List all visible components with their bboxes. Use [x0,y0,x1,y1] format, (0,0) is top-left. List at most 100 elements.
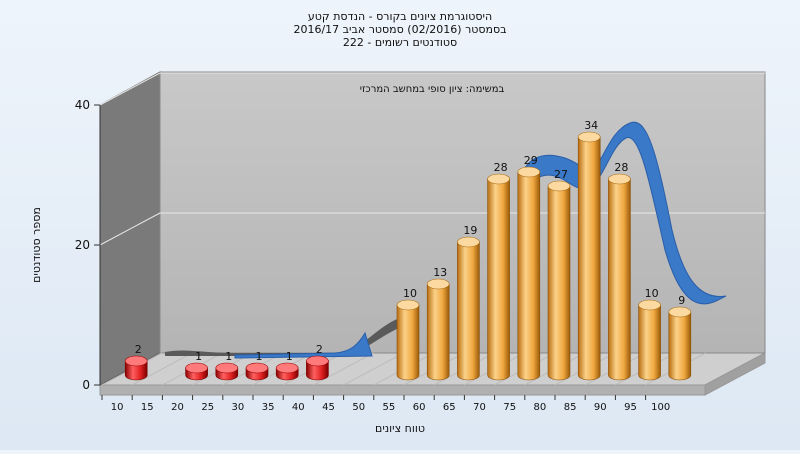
x-tick-label: 85 [564,402,577,413]
x-tick-label: 75 [503,402,516,413]
bar-top [185,362,208,374]
data-label-60: 13 [433,266,447,279]
bar-top [668,306,692,318]
bar-body [517,171,541,381]
x-tick-label: 55 [383,402,396,413]
bar-body [547,185,571,381]
bar-body [306,360,329,381]
data-label-70: 28 [494,161,508,174]
data-label-20: 1 [195,350,202,363]
x-tick-label: 30 [232,402,245,413]
chart-title-line-2: בסמסטר (02/2016) סמסטר אביב 2016/17 [293,23,506,36]
bar-70 [487,173,510,381]
x-tick-label: 50 [352,402,365,413]
bar-35 [275,362,299,381]
data-label-55: 10 [403,287,417,300]
bar-top [547,180,571,192]
data-label-100: 9 [678,294,685,307]
y-tick-label: 40 [75,98,90,112]
bars [124,131,692,381]
x-tick-labels: 10 15 20 25 30 35 40 45 50 55 60 65 70 75 80 85 90 95 100 [101,395,670,413]
bar-75 [517,166,541,381]
bar-top [517,166,541,178]
x-tick-label: 35 [262,402,275,413]
data-label-25: 1 [225,350,232,363]
x-tick-label: 25 [201,402,214,413]
x-tick-label: 90 [594,402,607,413]
data-label-35: 1 [286,350,293,363]
bar-top [275,362,299,374]
x-tick-label: 15 [141,402,154,413]
data-label-10: 2 [135,343,142,356]
floor-grid-line [313,352,374,386]
bar-100 [668,306,692,381]
bar-95 [638,299,661,381]
floor-grid-line [343,352,404,386]
data-label-90: 28 [614,161,628,174]
bar-top [577,131,601,143]
bar-top [457,236,480,248]
bar-55 [396,299,420,381]
bar-body [457,241,480,381]
x-tick-label: 95 [624,402,637,413]
x-tick-label: 80 [534,402,547,413]
x-tick-label: 100 [651,402,670,413]
data-label-80: 27 [554,168,568,181]
data-labels: 2 1 1 1 1 2 10 13 19 28 29 27 34 28 10 9 [135,119,686,363]
chart-title-line-1: היסטוגרמת ציונים בקורס - הנדסת קטע [308,10,492,23]
bar-body [487,178,510,381]
floor-right-edge [704,352,766,396]
bar-body [668,311,692,381]
x-tick-label: 70 [473,402,486,413]
trend-ribbon-shadow [165,318,405,356]
chart-title-line-3: סטודנטים רשומים - 222 [343,36,457,49]
y-tick-label: 0 [82,378,90,392]
x-tick-label: 65 [443,402,456,413]
bar-30 [245,362,269,381]
bar-65 [457,236,480,381]
data-label-40: 2 [316,343,323,356]
bar-top [608,173,631,185]
bar-20 [185,362,208,381]
data-label-85: 34 [584,119,598,132]
bar-40 [306,355,329,381]
bar-top [215,362,239,374]
x-tick-label: 20 [171,402,184,413]
grid-line-side [99,72,161,106]
y-axis-label: מספר סטודנטים [30,207,43,283]
x-axis-label: טווח ציונים [375,422,425,435]
bar-body [608,178,631,381]
data-label-30: 1 [256,350,263,363]
x-tick-label: 60 [413,402,426,413]
bar-top [306,355,329,367]
bar-body [396,304,420,381]
x-tick-label: 10 [111,402,124,413]
data-label-65: 19 [463,224,477,237]
x-tick-label: 45 [322,402,335,413]
bar-body [638,304,661,381]
bar-top [245,362,269,374]
chart-annotation: במשימה: ציון סופי במחשב המרכזי [360,84,505,95]
data-label-75: 29 [524,154,538,167]
bar-top [396,299,420,311]
bar-top [487,173,510,185]
grid-line-side [99,212,161,246]
bar-body [426,283,450,381]
bar-top [638,299,661,311]
bar-body [124,360,148,381]
y-tick-labels: 0 20 40 [75,98,101,392]
y-tick-label: 20 [75,238,90,252]
bar-body [577,136,601,381]
bar-top [426,278,450,290]
bar-60 [426,278,450,381]
data-label-95: 10 [645,287,659,300]
x-tick-label: 40 [292,402,305,413]
bar-top [124,355,148,367]
floor-front-edge [99,384,706,396]
bar-80 [547,180,571,381]
floor-grid-line [131,352,193,386]
bar-25 [215,362,239,381]
bar-85 [577,131,601,381]
